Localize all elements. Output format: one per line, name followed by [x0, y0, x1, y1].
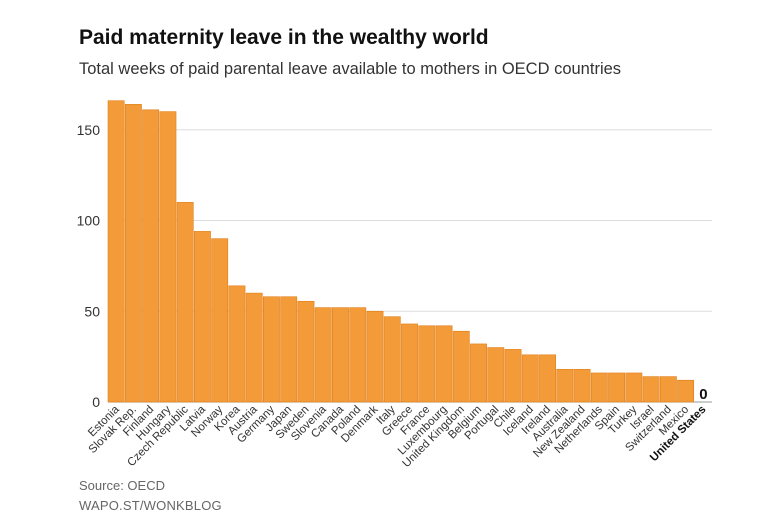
bar	[401, 323, 418, 403]
bar	[418, 325, 436, 403]
credit-line: WAPO.ST/WONKBLOG	[79, 498, 222, 513]
y-tick-label: 150	[77, 122, 101, 138]
bar	[487, 347, 505, 403]
bar	[659, 376, 677, 403]
chart-subtitle: Total weeks of paid parental leave avail…	[79, 60, 622, 78]
bar	[608, 372, 626, 403]
bar	[124, 104, 142, 403]
bar	[107, 100, 125, 403]
bar	[573, 369, 591, 403]
bar	[642, 376, 660, 403]
bar	[228, 285, 246, 403]
source-note: Source: OECD	[79, 478, 165, 493]
bar	[159, 111, 177, 403]
bar	[263, 296, 280, 403]
bar	[297, 300, 315, 403]
bar	[539, 354, 556, 403]
bar	[349, 307, 367, 403]
y-tick-label: 100	[77, 213, 101, 229]
bar	[280, 296, 298, 403]
bar	[193, 231, 211, 403]
bar	[211, 238, 229, 403]
bar	[677, 379, 695, 403]
bar	[590, 372, 608, 403]
y-tick-label: 50	[84, 303, 100, 319]
y-tick-label: 0	[92, 394, 100, 410]
bar	[383, 316, 401, 403]
bar	[521, 354, 539, 403]
bar	[314, 307, 332, 403]
bar	[452, 330, 470, 403]
bar	[176, 202, 194, 403]
bar	[332, 307, 349, 403]
bar	[556, 369, 574, 403]
bar	[245, 292, 263, 403]
bar	[504, 349, 522, 403]
bar	[366, 310, 384, 403]
bar	[142, 109, 160, 403]
data-label: 0	[699, 386, 707, 403]
bar	[435, 325, 453, 403]
bar	[470, 343, 487, 403]
bar	[625, 372, 643, 403]
chart-title: Paid maternity leave in the wealthy worl…	[79, 26, 489, 49]
